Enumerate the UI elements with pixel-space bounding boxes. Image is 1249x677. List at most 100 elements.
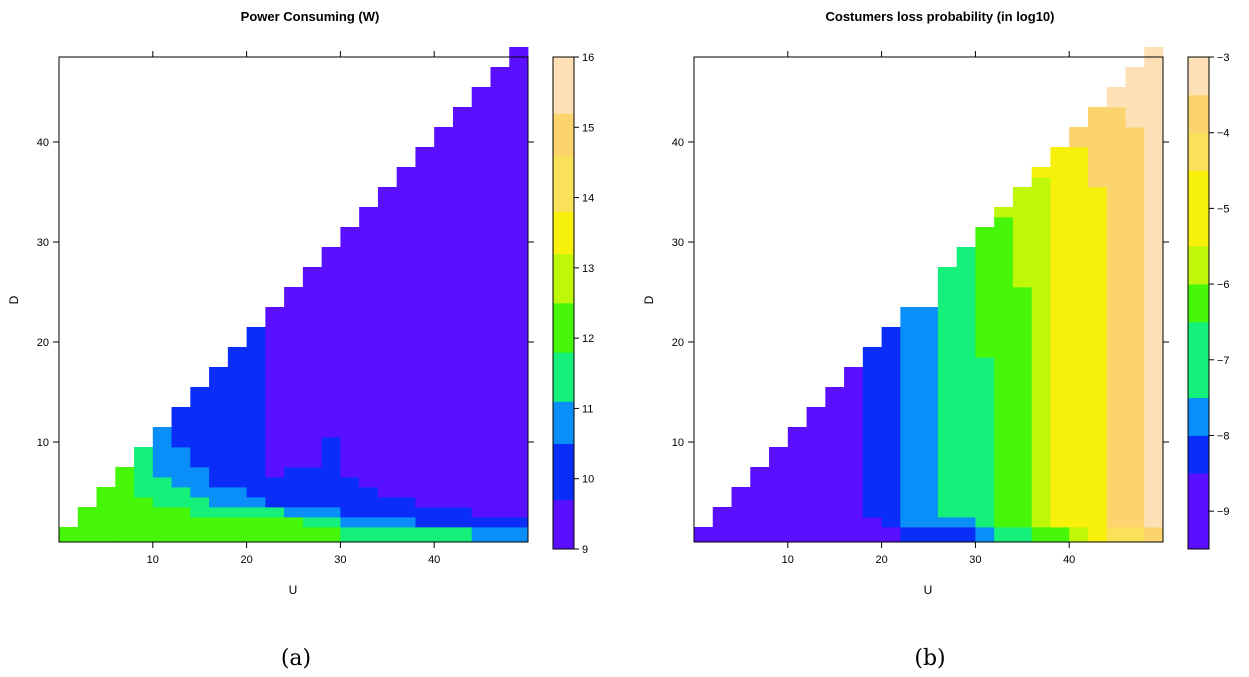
y-axis-b-label: D: [642, 295, 656, 304]
heatmap-cell: [956, 517, 976, 528]
heatmap-cell: [900, 527, 920, 543]
heatmap-cell: [694, 527, 714, 543]
heatmap-cell: [452, 107, 473, 508]
colorbar-tick-label: −6: [1217, 279, 1230, 291]
colorbar-tick-label: −9: [1217, 506, 1230, 518]
heatmap-cell: [377, 187, 398, 498]
heatmap-cell: [359, 517, 379, 528]
y-tick-label: 30: [672, 237, 684, 249]
heatmap-cell: [975, 357, 995, 528]
colorbar-b: −9 −8 −7 −6 −5 −4 −3: [1187, 52, 1230, 550]
x-tick-label: 10: [782, 554, 794, 566]
heatmap-cell: [490, 527, 510, 543]
colorbar-a: 9 10 11 12 13 14 15 16: [552, 52, 594, 556]
heatmap-cell: [96, 487, 116, 543]
heatmap-cell: [900, 307, 920, 528]
heatmap-cell: [415, 527, 435, 543]
heatmap-cell: [1087, 107, 1108, 188]
heatmap-cell: [825, 387, 845, 543]
heatmap-cell: [340, 477, 360, 518]
heatmap-cell: [396, 527, 416, 543]
heatmap-cell: [956, 247, 976, 518]
heatmap-cell: [396, 517, 416, 528]
heatmap-cell: [415, 147, 435, 508]
heatmap-cell: [1031, 177, 1051, 528]
plot-b-frame: [693, 56, 1164, 543]
heatmap-cell: [956, 527, 976, 543]
heatmap-cell: [321, 507, 341, 518]
heatmap-cell: [919, 307, 939, 528]
colorbar-band: [553, 443, 574, 501]
heatmap-cell: [434, 127, 454, 508]
heatmap-cell: [227, 347, 247, 488]
colorbar-tick-label: 15: [582, 122, 594, 134]
heatmap-cell: [787, 427, 807, 543]
colorbar-band: [1188, 511, 1209, 550]
colorbar-tick-label: 14: [582, 193, 594, 205]
heatmap-cell: [415, 507, 435, 528]
heatmap-cell: [321, 517, 341, 528]
x-tick-label: 20: [240, 554, 252, 566]
colorbar-band: [553, 57, 574, 114]
caption-b: (b): [914, 646, 945, 671]
heatmap-cell: [919, 527, 939, 543]
heatmap-cell: [994, 207, 1014, 218]
x-axis-a-label: U: [289, 583, 298, 597]
heatmap-cell: [265, 307, 285, 478]
colorbar-tick-label: 16: [582, 52, 594, 64]
colorbar-band: [553, 211, 574, 255]
x-axis-b-label: U: [924, 583, 933, 597]
heatmap-cell: [115, 467, 135, 543]
heatmap-cell: [246, 327, 266, 498]
heatmap-cell: [265, 477, 285, 508]
heatmap-cell: [1031, 167, 1051, 178]
heatmap-cell: [59, 527, 79, 543]
heatmap-cell: [434, 507, 454, 528]
heatmap-cell: [1125, 67, 1145, 128]
heatmap-cell: [750, 467, 770, 543]
heatmap-cell: [769, 447, 789, 543]
heatmap-cell: [1106, 87, 1126, 108]
heatmap-cell: [284, 507, 304, 518]
heatmap-cell: [209, 507, 229, 518]
colorbar-band: [553, 303, 574, 353]
heatmap-cell: [377, 527, 398, 543]
heatmap-cell: [1144, 527, 1164, 543]
y-axis-a-label: D: [7, 295, 21, 304]
heatmap-cell: [1125, 127, 1145, 528]
colorbar-tick-label: 12: [582, 333, 594, 345]
heatmap-cell: [1012, 187, 1033, 288]
y-tick-label: 20: [672, 337, 684, 349]
heatmap-cell: [246, 497, 266, 508]
colorbar-frame: [1187, 56, 1210, 550]
heatmap-cell: [321, 527, 341, 543]
colorbar-band: [1188, 94, 1209, 134]
heatmap-cell: [1012, 527, 1033, 543]
chart-b-title: Costumers loss probability (in log10): [826, 9, 1055, 24]
heatmap-cell: [1106, 107, 1126, 528]
heatmap-cell: [302, 507, 323, 518]
heatmap-cell: [490, 517, 510, 528]
heatmap-cell: [862, 347, 882, 518]
colorbar-tick-label: 9: [582, 544, 588, 556]
colorbar-tick-label: −3: [1217, 52, 1230, 64]
heatmap-cell: [265, 517, 285, 543]
heatmap-cell: [340, 527, 360, 543]
heatmap-cell: [302, 517, 323, 528]
panel-b-loss-probability: Costumers loss probability (in log10) 10…: [642, 9, 1230, 671]
colorbar-band: [1188, 473, 1209, 512]
x-tick-label: 30: [969, 554, 981, 566]
y-axis-b: 10 20 30 40: [672, 137, 1169, 449]
heatmap-cell: [1106, 527, 1126, 543]
heatmap-cell: [209, 487, 229, 508]
heatmap-cell: [134, 497, 154, 543]
heatmap-cell: [209, 367, 229, 488]
heatmap-cell: [284, 517, 304, 543]
heatmap-cell: [1050, 527, 1070, 543]
colorbar-band: [1188, 284, 1209, 323]
colorbar-tick-label: −4: [1217, 128, 1230, 140]
heatmap-cell: [975, 227, 995, 358]
plot-a-frame: [58, 56, 529, 543]
heatmap-cell: [190, 467, 210, 498]
